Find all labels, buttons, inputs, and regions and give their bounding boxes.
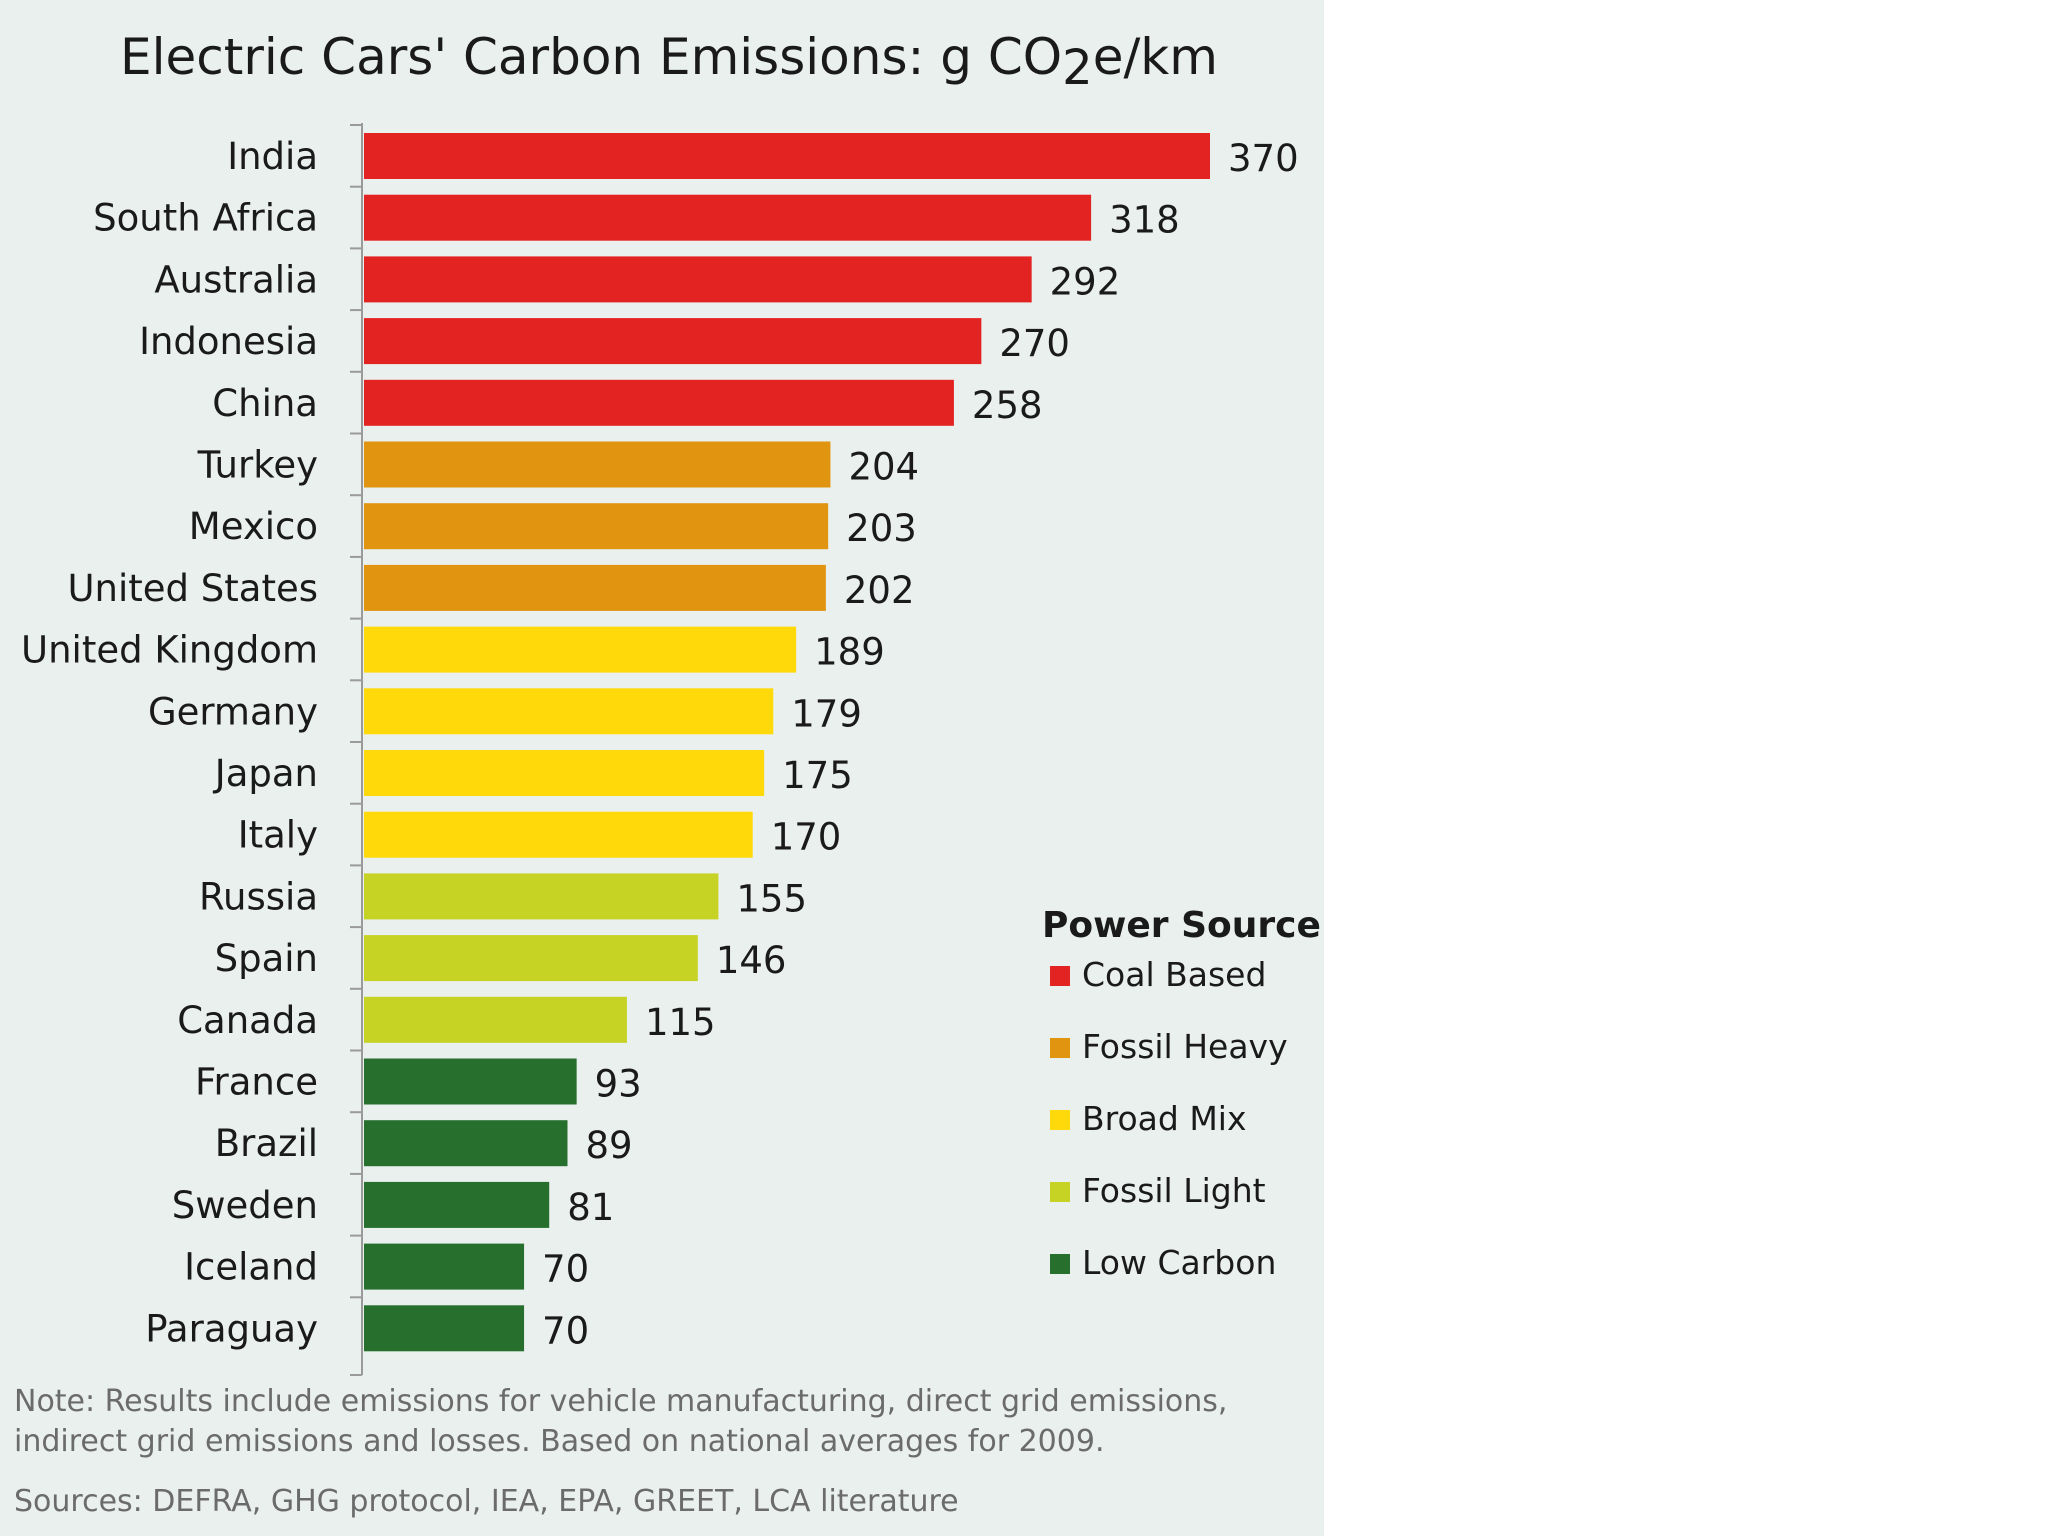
legend-label-low-carbon: Low Carbon	[1082, 1243, 1276, 1282]
legend-swatch-coal-based	[1050, 966, 1070, 986]
bar-paraguay	[364, 1305, 525, 1352]
legend: Power Source Coal Based Fossil Heavy Broad…	[1042, 905, 1321, 1282]
value-label-germany: 179	[791, 692, 862, 735]
bar-spain	[364, 935, 698, 982]
value-label-india: 370	[1228, 137, 1299, 180]
value-label-australia: 292	[1050, 260, 1121, 303]
bar-china	[364, 379, 954, 426]
category-label-france: France	[195, 1061, 318, 1104]
value-label-south-africa: 318	[1109, 199, 1180, 242]
legend-swatch-low-carbon	[1050, 1254, 1070, 1274]
value-label-canada: 115	[645, 1001, 716, 1044]
bar-indonesia	[364, 318, 982, 365]
bar-germany	[364, 688, 774, 735]
value-label-brazil: 89	[585, 1124, 632, 1167]
value-label-italy: 170	[771, 816, 842, 859]
bar-united-states	[364, 564, 826, 611]
category-label-united-states: United States	[67, 567, 318, 610]
value-label-iceland: 70	[542, 1248, 589, 1291]
value-label-turkey: 204	[848, 446, 919, 489]
bar-brazil	[364, 1120, 568, 1167]
chart-title-main: Electric Cars' Carbon Emissions: g CO	[120, 28, 1062, 86]
legend-title: Power Source	[1042, 905, 1321, 946]
value-label-russia: 155	[736, 877, 807, 920]
bar-turkey	[364, 441, 831, 488]
legend-swatch-fossil-light	[1050, 1182, 1070, 1202]
plot-area: India 370 South Africa 318 Australia 292 Indon…	[21, 123, 1299, 1376]
legend-label-coal-based: Coal Based	[1082, 955, 1266, 994]
value-label-paraguay: 70	[542, 1309, 589, 1352]
bar-chart: Electric Cars' Carbon Emissions: g CO2e/…	[21, 28, 1321, 1376]
category-label-spain: Spain	[215, 937, 318, 980]
category-label-brazil: Brazil	[215, 1122, 318, 1165]
value-label-sweden: 81	[567, 1186, 614, 1229]
legend-label-broad-mix: Broad Mix	[1082, 1099, 1247, 1138]
category-label-mexico: Mexico	[189, 505, 318, 548]
category-label-russia: Russia	[199, 875, 318, 918]
category-label-india: India	[227, 135, 318, 178]
category-label-australia: Australia	[154, 258, 318, 301]
legend-swatch-fossil-heavy	[1050, 1038, 1070, 1058]
category-label-italy: Italy	[238, 814, 318, 857]
legend-label-fossil-light: Fossil Light	[1082, 1171, 1266, 1210]
value-label-spain: 146	[716, 939, 787, 982]
chart-title-suffix: e/km	[1093, 28, 1218, 86]
value-label-japan: 175	[782, 754, 853, 797]
value-label-china: 258	[972, 384, 1043, 427]
category-label-united-kingdom: United Kingdom	[21, 629, 318, 672]
bar-south-africa	[364, 194, 1092, 241]
category-label-sweden: Sweden	[172, 1184, 318, 1227]
value-label-indonesia: 270	[999, 322, 1070, 365]
chart-title: Electric Cars' Carbon Emissions: g CO2e/…	[120, 28, 1218, 96]
category-label-indonesia: Indonesia	[139, 320, 318, 363]
bar-canada	[364, 996, 627, 1043]
category-label-germany: Germany	[148, 690, 318, 733]
bar-united-kingdom	[364, 626, 797, 673]
sources-note: Sources: DEFRA, GHG protocol, IEA, EPA, …	[14, 1484, 959, 1519]
value-label-united-kingdom: 189	[814, 631, 885, 674]
bar-japan	[364, 750, 765, 796]
bar-russia	[364, 873, 719, 920]
note-line-2: indirect grid emissions and losses. Base…	[14, 1424, 1105, 1459]
value-label-united-states: 202	[844, 569, 915, 612]
chart-panel: Electric Cars' Carbon Emissions: g CO2e/…	[0, 0, 1324, 1536]
category-label-canada: Canada	[177, 999, 318, 1042]
bar-mexico	[364, 503, 829, 550]
value-label-mexico: 203	[846, 507, 917, 550]
chart-title-subscript: 2	[1062, 40, 1093, 96]
category-label-paraguay: Paraguay	[145, 1307, 318, 1350]
category-label-south-africa: South Africa	[93, 197, 318, 240]
value-label-france: 93	[595, 1063, 642, 1106]
bar-italy	[364, 811, 753, 858]
bar-india	[364, 133, 1210, 179]
legend-swatch-broad-mix	[1050, 1110, 1070, 1130]
bar-france	[364, 1058, 577, 1105]
bar-sweden	[364, 1181, 550, 1228]
bar-iceland	[364, 1243, 525, 1290]
category-label-iceland: Iceland	[184, 1246, 318, 1289]
category-label-turkey: Turkey	[197, 444, 318, 487]
category-label-japan: Japan	[213, 752, 318, 795]
bar-australia	[364, 256, 1032, 303]
legend-label-fossil-heavy: Fossil Heavy	[1082, 1027, 1288, 1066]
note-line-1: Note: Results include emissions for vehi…	[14, 1384, 1228, 1419]
category-label-china: China	[212, 382, 318, 425]
